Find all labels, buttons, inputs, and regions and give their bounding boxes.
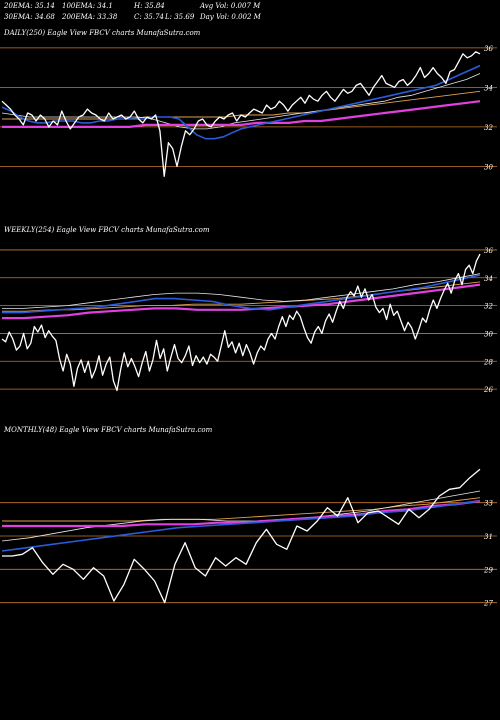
stat-close: C: 35.74: [134, 13, 164, 21]
weekly-ytick-label: 36: [484, 247, 493, 255]
monthly-ytick-label: 31: [484, 533, 493, 541]
daily-ytick-label: 32: [484, 124, 493, 132]
stat-20ema: 20EMA: 35.14: [4, 2, 55, 10]
monthly-ytick-label: 33: [484, 500, 493, 508]
daily-ema-blue-line: [1, 64, 481, 140]
weekly-ema-magenta-line: [2, 283, 481, 320]
stat-100ema: 100EMA: 34.1: [62, 2, 113, 10]
stat-30ema: 30EMA: 34.68: [4, 13, 55, 21]
weekly-price-line: [1, 253, 481, 392]
weekly-ytick-label: 30: [484, 330, 493, 338]
daily-ytick-label: 34: [484, 84, 493, 92]
monthly-ema-magenta-line: [2, 499, 481, 528]
weekly-panel-title: WEEKLY(254) Eagle View FBCV charts Munaf…: [4, 226, 210, 234]
daily-panel-title: DAILY(250) Eagle View FBCV charts Munafa…: [4, 29, 201, 37]
weekly-ema-white-line: [2, 273, 481, 309]
daily-ema-white-line: [1, 73, 481, 130]
monthly-panel-title: MONTHLY(48) Eagle View FBCV charts Munaf…: [4, 426, 213, 434]
stat-high: H: 35.84: [134, 2, 165, 10]
monthly-ytick-label: 29: [483, 566, 493, 574]
daily-price-line: [1, 51, 481, 177]
monthly-ytick-label: 27: [483, 600, 493, 608]
stat-200ema: 200EMA: 33.38: [62, 13, 118, 21]
daily-ytick-label: 30: [484, 163, 493, 171]
monthly-ema-blue-line: [1, 500, 481, 552]
stat-avg-vol: Avg Vol: 0.007 M: [200, 2, 261, 10]
weekly-ytick-label: 32: [484, 303, 493, 311]
stat-low: L: 35.69: [165, 13, 195, 21]
monthly-ema-orange-line: [2, 497, 481, 522]
daily-ytick-label: 36: [484, 45, 493, 53]
stat-day-vol: Day Vol: 0.002 M: [200, 13, 261, 21]
weekly-ytick-label: 28: [483, 358, 493, 366]
monthly-ema-white-line: [1, 490, 481, 542]
daily-ema-magenta-line: [2, 100, 481, 129]
weekly-ema-blue-line: [2, 274, 481, 314]
weekly-ytick-label: 34: [484, 275, 493, 283]
weekly-ytick-label: 26: [483, 386, 493, 394]
monthly-price-line: [2, 468, 481, 604]
